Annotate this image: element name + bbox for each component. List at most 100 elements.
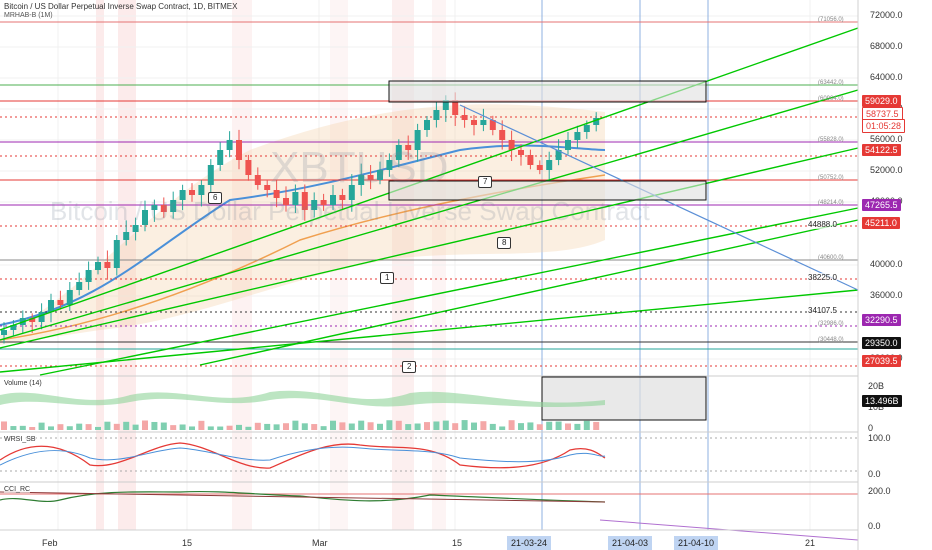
candle-body	[367, 175, 374, 180]
volume-bar	[95, 426, 101, 430]
candle-body	[95, 262, 101, 270]
wrsi-label[interactable]: WRSI_SB	[4, 436, 36, 443]
candle-body	[377, 170, 383, 180]
candle-body	[236, 140, 242, 160]
price-tick: 52000.0	[870, 165, 903, 175]
volume-bar	[292, 420, 299, 430]
volume-bar	[424, 422, 430, 430]
volume-bar	[433, 421, 440, 430]
candle-body	[66, 290, 73, 305]
trend-line	[39, 207, 859, 376]
annotation-callout[interactable]: 6	[208, 192, 223, 204]
volume-bar	[170, 425, 177, 430]
candle-body	[198, 185, 205, 195]
candle-body	[395, 145, 402, 160]
candle-body	[348, 185, 355, 200]
volume-bar	[574, 423, 581, 430]
candle-body	[254, 175, 261, 185]
volume-bar	[254, 422, 261, 430]
candle-body	[292, 192, 299, 205]
volume-bar	[377, 423, 383, 430]
volume-bar	[29, 426, 36, 430]
volume-bar	[57, 424, 64, 430]
candle-body	[151, 205, 158, 210]
price-tag: 47265.5	[862, 199, 901, 211]
volume-bar	[123, 421, 130, 430]
candle-body	[283, 198, 289, 205]
volume-bar	[311, 424, 318, 430]
indicator-title: MRHAB-B (1M)	[4, 12, 53, 19]
level-label: 44888.0	[808, 220, 837, 229]
trend-line	[0, 289, 859, 373]
volume-bar	[442, 420, 449, 430]
volume-bar	[480, 421, 487, 430]
candle-body	[132, 225, 139, 232]
volume-bar	[189, 426, 195, 430]
countdown-tag: 01:05:28	[862, 119, 906, 133]
candle-body	[301, 192, 308, 210]
volume-bar	[66, 426, 73, 430]
volume-bar	[142, 420, 148, 430]
candle-body	[320, 200, 327, 205]
fib-label: (30448.0)	[818, 337, 844, 343]
volume-bar	[245, 426, 252, 430]
volume-bar	[207, 426, 214, 430]
date-highlight-3[interactable]: 21-04-10	[674, 536, 719, 550]
fib-label: (63442.0)	[818, 80, 844, 86]
price-tag: 29350.0	[862, 337, 901, 349]
drawing-rectangles[interactable]	[388, 80, 707, 421]
volume-bar	[273, 424, 280, 430]
date-label-feb: Feb	[42, 538, 58, 548]
wrsi-signal	[0, 446, 606, 466]
level-label: 38225.0	[808, 273, 837, 282]
volume-bar	[19, 425, 26, 430]
volume-bar	[583, 420, 590, 430]
date-highlight-1[interactable]: 21-03-24	[507, 536, 552, 550]
candle-body	[480, 120, 487, 125]
volume-bar	[536, 424, 543, 430]
fib-label: (71056.0)	[818, 17, 844, 23]
annotation-callout[interactable]: 7	[478, 176, 493, 188]
price-tick: 68000.0	[870, 41, 903, 51]
wrsi-line	[0, 442, 606, 469]
candle-body	[499, 130, 506, 140]
trend-lines[interactable]	[0, 27, 859, 541]
price-tag: 32290.5	[862, 314, 901, 326]
volume-bar	[565, 423, 571, 430]
candle-body	[555, 150, 562, 160]
volume-tick-0: 0	[868, 423, 874, 433]
candle-body	[405, 145, 412, 150]
candle-body	[386, 160, 393, 170]
volume-tick-20b: 20B	[868, 381, 885, 391]
trend-line	[199, 219, 859, 366]
volume-label[interactable]: Volume (14)	[4, 380, 42, 387]
volume-bar	[367, 422, 374, 430]
volume-bar	[48, 426, 54, 430]
volume-bar	[160, 422, 167, 430]
volume-bar	[132, 424, 139, 430]
volume-bar	[236, 424, 242, 430]
candle-body	[160, 205, 167, 212]
volume-bar	[85, 424, 92, 430]
candle-body	[245, 160, 252, 175]
annotation-callout[interactable]: 1	[380, 272, 395, 284]
candle-body	[273, 190, 280, 198]
candle-body	[85, 270, 92, 282]
candle-body	[546, 160, 553, 170]
price-tag: 59029.0	[862, 95, 901, 107]
annotation-callout[interactable]: 2	[402, 361, 417, 373]
candle-body	[170, 200, 177, 212]
fib-label: (40600.0)	[818, 255, 844, 261]
candle-body	[226, 140, 233, 150]
candle-body	[583, 125, 590, 132]
volume-bar	[358, 420, 365, 430]
resistance-box	[388, 80, 707, 103]
trend-line	[0, 89, 859, 341]
cci-label[interactable]: CCI_RC	[4, 486, 31, 493]
volume-bar	[386, 420, 393, 430]
candle-body	[264, 185, 271, 190]
annotation-callout[interactable]: 8	[497, 237, 512, 249]
date-highlight-2[interactable]: 21-04-03	[608, 536, 653, 550]
cci-trend	[0, 491, 606, 503]
